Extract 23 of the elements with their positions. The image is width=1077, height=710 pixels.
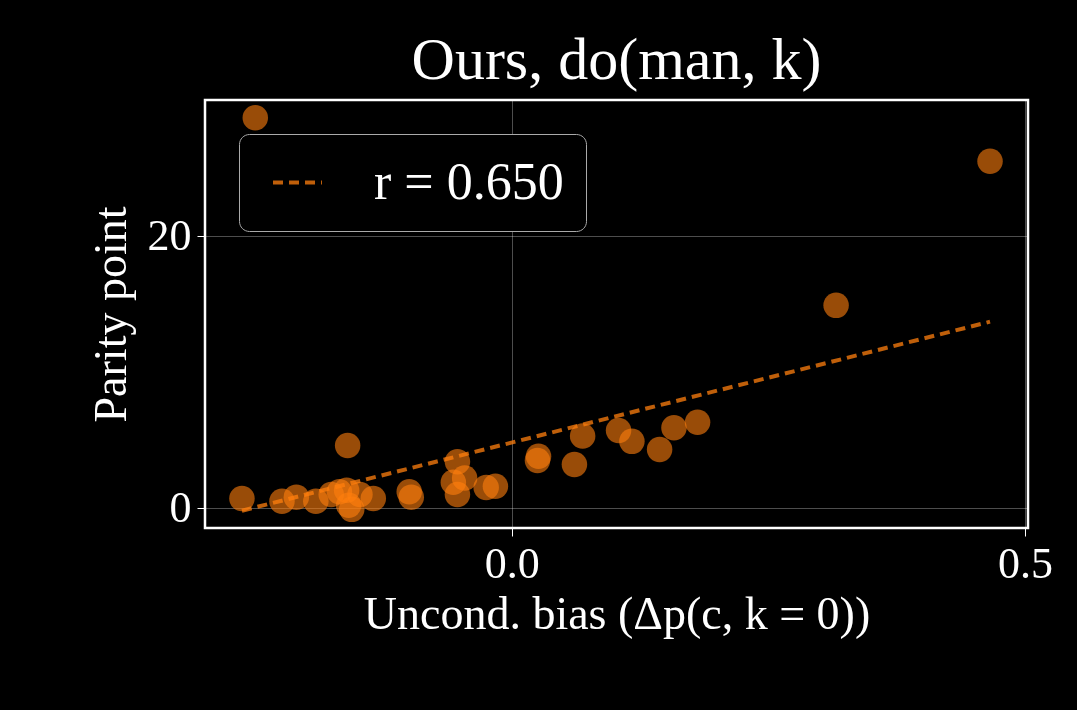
- y-axis-title: Parity point: [84, 206, 136, 423]
- point: [360, 485, 387, 512]
- y-tick-label: 20: [147, 210, 192, 260]
- point: [619, 428, 645, 455]
- y-tick-label: 0: [169, 482, 192, 532]
- point: [561, 451, 588, 478]
- point: [661, 415, 687, 441]
- point: [684, 409, 711, 436]
- point: [646, 436, 673, 463]
- point: [242, 104, 269, 131]
- point: [482, 473, 509, 499]
- point: [229, 485, 255, 512]
- x-tick-label: 0.5: [997, 538, 1053, 588]
- point: [823, 292, 849, 319]
- point: [334, 432, 361, 459]
- point: [977, 148, 1003, 174]
- point: [451, 465, 478, 491]
- legend-label: r = 0.650: [374, 152, 564, 210]
- point: [569, 423, 596, 449]
- x-tick-label: 0.0: [484, 538, 540, 588]
- x-axis-title: Uncond. bias (Δp(c, k = 0)): [363, 587, 871, 639]
- chart-title: Ours, do(man, k): [411, 26, 822, 92]
- point: [398, 484, 425, 510]
